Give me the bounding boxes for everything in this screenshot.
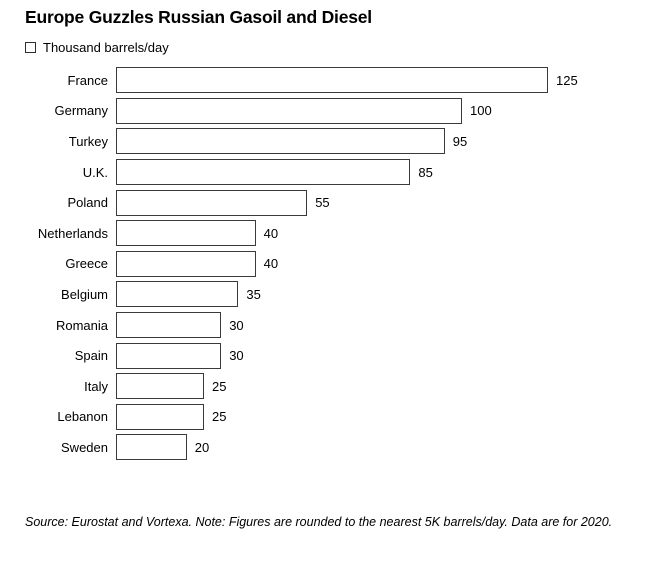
source-note: Source: Eurostat and Vortexa. Note: Figu…	[25, 515, 613, 529]
bar	[116, 281, 239, 308]
bar	[116, 97, 462, 124]
category-label: Sweden	[61, 439, 108, 455]
category-label: Turkey	[68, 133, 108, 149]
bar-row: Netherlands 40	[25, 218, 643, 249]
value-label: 35	[246, 286, 261, 302]
bar-row: Romania 30	[25, 310, 643, 341]
value-label: 125	[556, 72, 578, 88]
value-label: 40	[263, 225, 279, 241]
value-label: 30	[229, 348, 244, 364]
bar	[116, 342, 222, 369]
bar	[116, 67, 548, 94]
value-label: 25	[212, 409, 227, 425]
value-label: 30	[229, 317, 244, 333]
category-label: France	[67, 72, 108, 88]
bar	[116, 434, 187, 461]
bar-row: Belgium 35	[25, 279, 643, 310]
bar-row: Turkey 95	[25, 126, 643, 157]
bar	[116, 128, 445, 155]
bar-chart: France 125 Germany 100 Turkey 95 U.K. 85 Poland 5…	[25, 65, 643, 463]
bar-row: Sweden 20	[25, 432, 643, 463]
value-label: 55	[315, 195, 330, 211]
value-label: 25	[212, 378, 227, 394]
legend-label: Thousand barrels/day	[43, 40, 169, 55]
category-label: U.K.	[82, 164, 108, 180]
category-label: Romania	[55, 317, 108, 333]
category-label: Belgium	[61, 286, 108, 302]
bar-row: U.K. 85	[25, 157, 643, 188]
legend-swatch-icon	[25, 42, 36, 53]
bar	[116, 189, 308, 216]
bar-row: Greece 40	[25, 249, 643, 280]
category-label: Greece	[65, 256, 108, 272]
bar-row: Lebanon 25	[25, 402, 643, 433]
value-label: 95	[452, 133, 468, 149]
category-label: Italy	[84, 378, 108, 394]
value-label: 40	[263, 256, 279, 272]
legend: Thousand barrels/day	[25, 40, 169, 55]
category-label: Lebanon	[57, 409, 108, 425]
bar-row: Poland 55	[25, 187, 643, 218]
value-label: 100	[470, 103, 492, 119]
category-label: Netherlands	[37, 225, 108, 241]
chart-title: Europe Guzzles Russian Gasoil and Diesel	[25, 7, 372, 27]
bar	[116, 250, 256, 277]
category-label: Poland	[67, 195, 108, 211]
bar-row: Germany 100	[25, 96, 643, 127]
category-label: Germany	[54, 103, 108, 119]
bar	[116, 312, 222, 339]
value-label: 85	[418, 164, 433, 180]
bar	[116, 403, 204, 430]
bar	[116, 159, 411, 186]
category-label: Spain	[74, 348, 108, 364]
bar	[116, 373, 204, 400]
bar-row: Spain 30	[25, 340, 643, 371]
bar-row: Italy 25	[25, 371, 643, 402]
bar	[116, 220, 256, 247]
bar-row: France 125	[25, 65, 643, 96]
value-label: 20	[194, 439, 210, 455]
